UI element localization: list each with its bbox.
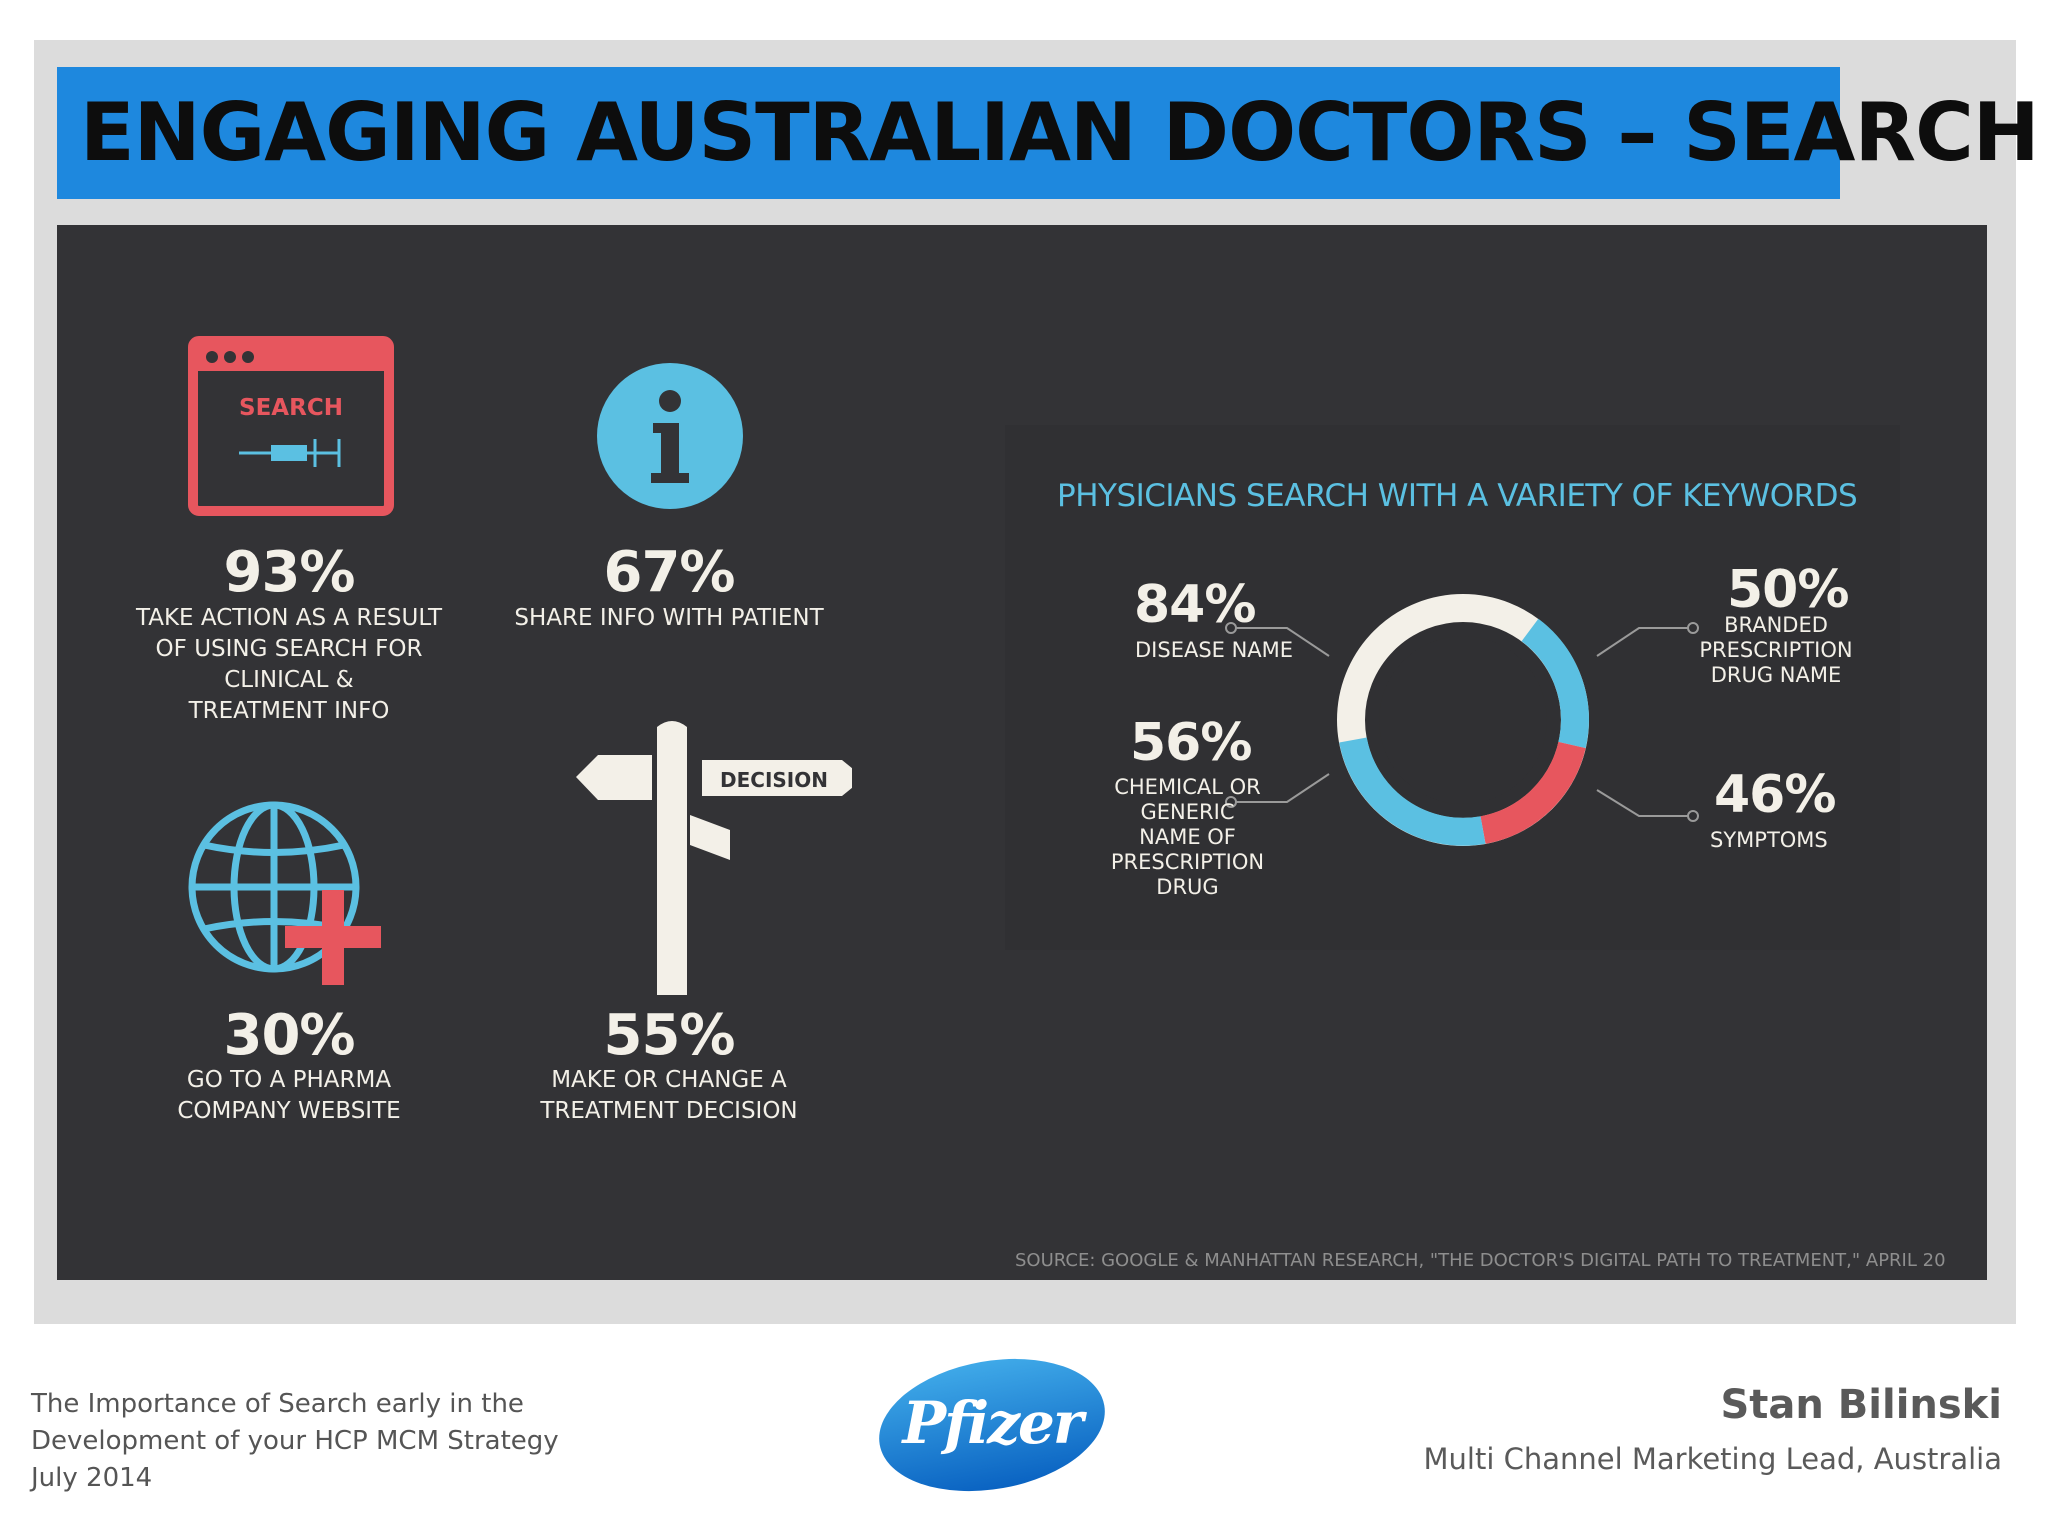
keyword-value: 46%	[1714, 765, 1836, 825]
stat-caption: GO TO A PHARMA COMPANY WEBSITE	[177, 1067, 401, 1124]
footer-presentation-info: The Importance of Search early in the De…	[31, 1389, 559, 1493]
keyword-caption: SYMPTOMS	[1710, 828, 1828, 852]
source-note: SOURCE: GOOGLE & MANHATTAN RESEARCH, "TH…	[1015, 1250, 1946, 1271]
stat-value: 67%	[603, 540, 735, 605]
keyword-caption: BRANDED PRESCRIPTION DRUG NAME	[1699, 613, 1853, 687]
keyword-caption: DISEASE NAME	[1135, 638, 1294, 662]
info-icon	[597, 363, 743, 509]
svg-text:Pfizer: Pfizer	[901, 1389, 1088, 1457]
keyword-value: 56%	[1130, 713, 1252, 773]
globe-plus-icon	[188, 801, 381, 985]
signpost-icon: DECISION	[576, 721, 852, 995]
stat-value: 93%	[223, 540, 355, 605]
title-bar	[57, 67, 1840, 199]
keywords-chart-title: PHYSICIANS SEARCH WITH A VARIETY OF KEYW…	[1057, 478, 1858, 514]
presenter-name: Stan Bilinski	[1720, 1382, 2002, 1428]
keywords-donut-chart	[1225, 594, 1699, 846]
slide-title: ENGAGING AUSTRALIAN DOCTORS – SEARCH	[80, 86, 2040, 179]
keyword-value: 50%	[1727, 560, 1849, 620]
search-icon-label: SEARCH	[239, 395, 343, 421]
stat-caption: SHARE INFO WITH PATIENT	[514, 605, 824, 631]
browser-search-icon: SEARCH	[188, 336, 394, 516]
stat-caption: TAKE ACTION AS A RESULT OF USING SEARCH …	[135, 605, 443, 724]
stat-value: 30%	[223, 1003, 355, 1068]
pfizer-logo: Pfizer	[879, 1358, 1105, 1492]
presenter-role: Multi Channel Marketing Lead, Australia	[1423, 1442, 2002, 1476]
infographic-panel: SEARCH DECISION 93% TAK	[57, 225, 1987, 1280]
keyword-value: 84%	[1134, 575, 1256, 635]
signpost-label: DECISION	[720, 768, 828, 792]
keyword-caption: CHEMICAL OR GENERIC NAME OF PRESCRIPTION…	[1110, 775, 1265, 899]
stat-value: 55%	[603, 1003, 735, 1068]
stat-caption: MAKE OR CHANGE A TREATMENT DECISION	[540, 1067, 798, 1124]
